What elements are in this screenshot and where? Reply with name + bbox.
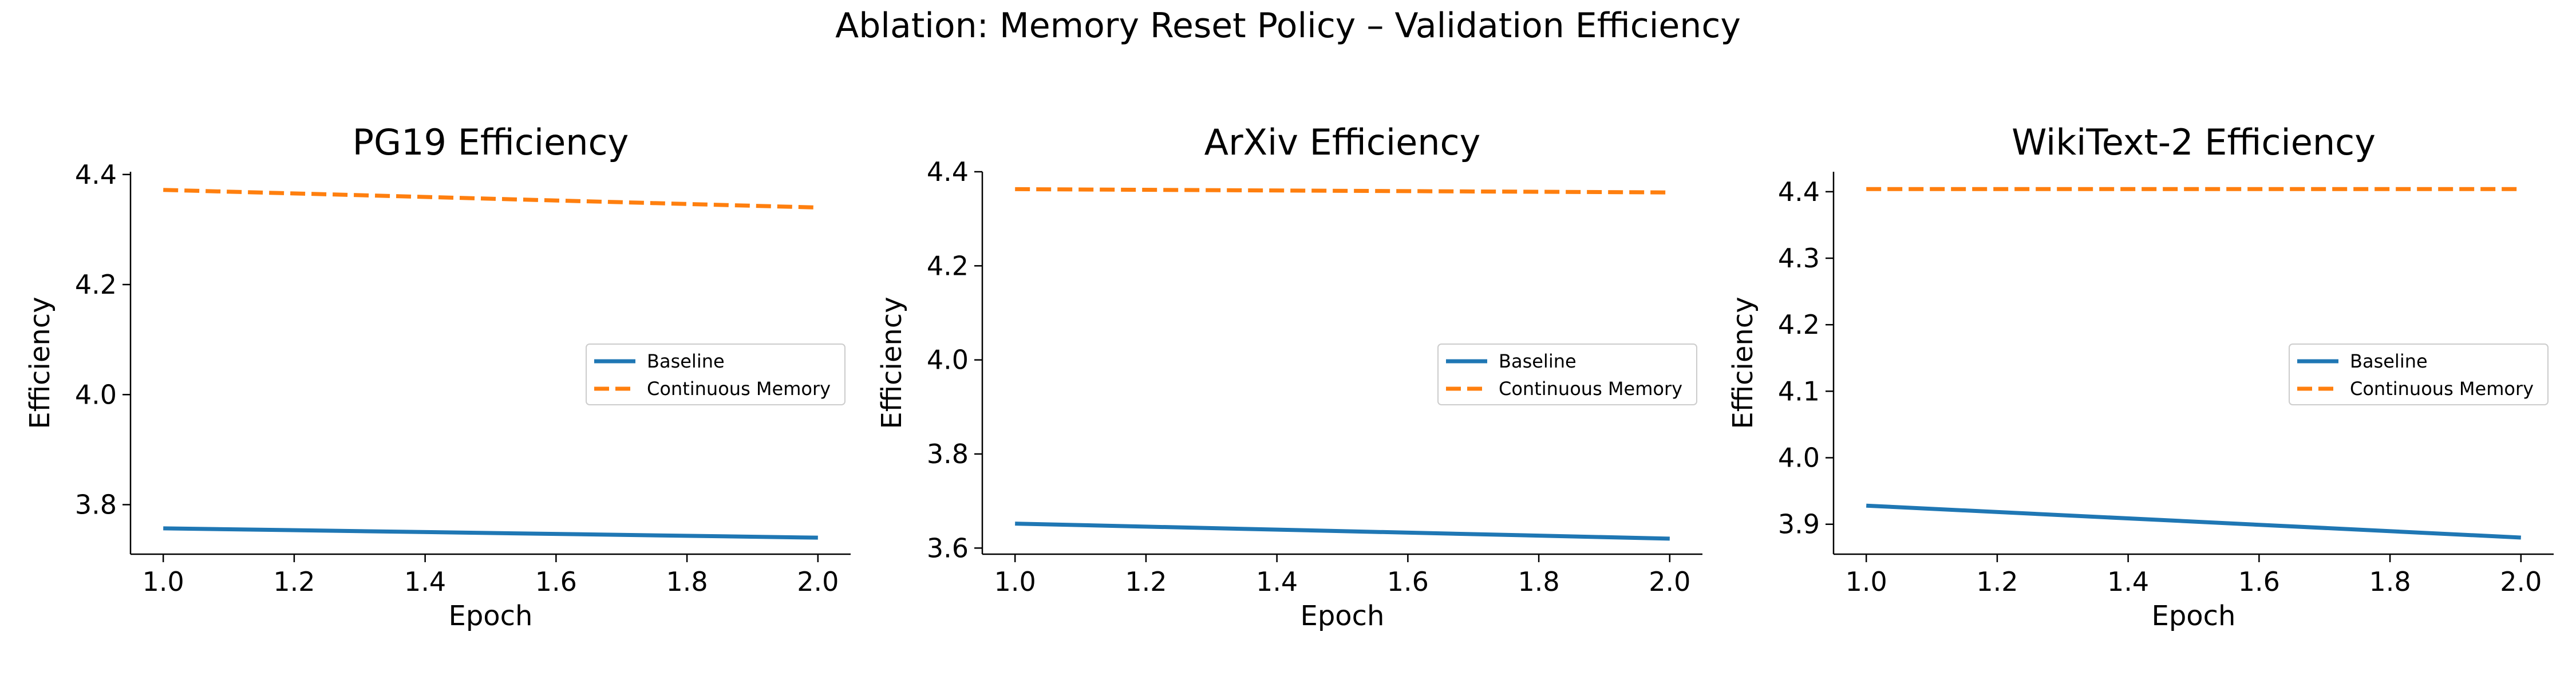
chart-panel-2: ArXiv Efficiency 1.0 1.2 1.4 1.6 1.8 2.0 3.6 3.8… [876, 121, 1702, 632]
legend-label: Baseline [2350, 350, 2428, 372]
x-axis-label: Epoch [449, 600, 533, 632]
legend-frame [586, 344, 846, 405]
legend-frame [1437, 344, 1697, 405]
y-tick-label: 3.9 [1778, 509, 1820, 540]
panel-title: WikiText-2 Efficiency [2012, 121, 2376, 163]
y-tick-label: 3.8 [927, 439, 969, 469]
legend-label: Continuous Memory [1499, 378, 1682, 400]
x-tick-label: 1.2 [1976, 566, 2018, 597]
series-line-baseline [1015, 522, 1670, 541]
y-tick-label: 4.3 [1778, 243, 1820, 274]
series-line-continuous-memory [1015, 187, 1670, 195]
y-tick-label: 4.1 [1778, 376, 1820, 406]
x-tick-label: 1.4 [2107, 566, 2149, 597]
series-line-continuous-memory [163, 188, 818, 210]
x-tick-label: 1.8 [2369, 566, 2411, 597]
legend-label: Baseline [647, 350, 725, 372]
panel-title: PG19 Efficiency [353, 121, 629, 163]
x-tick-label: 2.0 [2500, 566, 2542, 597]
panels: PG19 Efficiency 1.0 1.2 1.4 1.6 1.8 2.0 3.8 4.0 4… [24, 121, 2554, 632]
x-tick-label: 1.4 [404, 566, 446, 597]
x-tick-label: 1.8 [1518, 566, 1560, 597]
legend: Baseline Continuous Memory [1437, 344, 1697, 405]
x-tick-label: 1.8 [666, 566, 708, 597]
legend-label: Continuous Memory [647, 378, 831, 400]
y-tick-label: 4.0 [927, 345, 969, 376]
x-tick-label: 1.6 [2238, 566, 2280, 597]
figure-title: Ablation: Memory Reset Policy – Validati… [835, 6, 1741, 46]
legend-frame [2289, 344, 2549, 405]
y-axis-label: Efficiency [876, 297, 908, 429]
x-tick-label: 2.0 [797, 566, 839, 597]
x-tick-label: 1.0 [994, 566, 1036, 597]
series-line-baseline [1866, 503, 2521, 540]
y-tick-label: 4.4 [1778, 176, 1820, 207]
x-tick-label: 1.4 [1256, 566, 1298, 597]
series-line-baseline [163, 526, 818, 540]
y-tick-label: 3.6 [927, 532, 969, 563]
y-tick-label: 3.8 [75, 489, 117, 520]
y-axis-label: Efficiency [24, 297, 56, 429]
y-tick-label: 4.2 [927, 250, 969, 281]
chart-panel-3: WikiText-2 Efficiency 1.0 1.2 1.4 1.6 1.8 2.0 3… [1727, 121, 2554, 632]
legend-label: Baseline [1499, 350, 1577, 372]
x-axis-label: Epoch [1301, 600, 1385, 632]
legend: Baseline Continuous Memory [586, 344, 846, 405]
x-tick-label: 2.0 [1649, 566, 1690, 597]
y-tick-label: 4.4 [75, 159, 117, 190]
y-tick-label: 4.0 [75, 379, 117, 410]
legend: Baseline Continuous Memory [2289, 344, 2549, 405]
panel-title: ArXiv Efficiency [1204, 121, 1481, 163]
x-tick-label: 1.0 [143, 566, 184, 597]
y-tick-label: 4.2 [1778, 309, 1820, 340]
chart-panel-1: PG19 Efficiency 1.0 1.2 1.4 1.6 1.8 2.0 3.8 4.0 4… [24, 121, 851, 632]
x-axis-label: Epoch [2152, 600, 2236, 632]
y-tick-label: 4.2 [75, 269, 117, 300]
x-tick-label: 1.6 [1387, 566, 1429, 597]
x-tick-label: 1.0 [1846, 566, 1887, 597]
y-tick-label: 4.0 [1778, 443, 1820, 473]
y-tick-label: 4.4 [927, 156, 969, 187]
y-axis-label: Efficiency [1727, 297, 1759, 429]
x-tick-label: 1.2 [273, 566, 315, 597]
x-tick-label: 1.2 [1125, 566, 1167, 597]
x-tick-label: 1.6 [535, 566, 577, 597]
legend-label: Continuous Memory [2350, 378, 2534, 400]
